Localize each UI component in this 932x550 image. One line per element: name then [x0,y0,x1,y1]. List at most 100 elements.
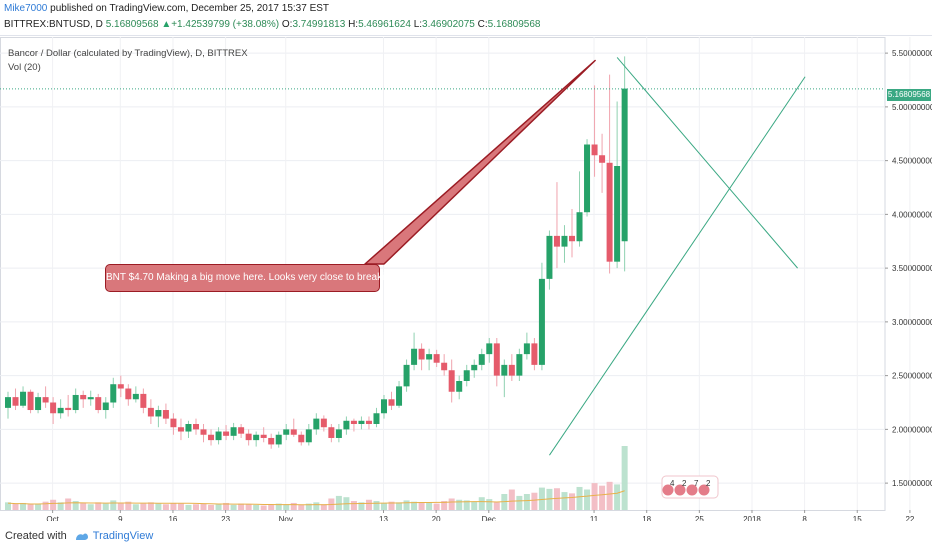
candle-body [57,407,64,414]
volume-bar [358,502,365,510]
volume-bar [411,501,418,510]
symbol-label: BITTREX:BNTUSD, D [4,19,103,30]
candle-body [200,429,207,435]
volume-bar [132,504,139,510]
volume-bar [523,494,530,510]
candle-body [177,427,184,432]
price-chart[interactable]: 1.50000000 2.00000000 2.50000000 3.00000000… [0,37,932,521]
candle-body [433,354,440,363]
volume-bar [486,499,493,510]
candle-body [260,434,267,438]
x-tick-label: Oct [46,515,59,521]
volume-bar [42,501,49,510]
candle-body [599,155,606,163]
candle-body [584,144,591,213]
volume-bar [478,497,485,510]
volume-bar [516,495,523,510]
ohlc-line: BITTREX:BNTUSD, D 5.16809568 ▲+1.4253979… [4,19,541,30]
volume-bar [531,492,538,510]
volume-bar [50,499,57,510]
author-link[interactable]: Mike7000 [4,3,48,14]
candle-body [305,429,312,443]
volume-ma-line [7,490,625,506]
y-tick-label: 1.50000000 [892,479,932,488]
volume-bar [441,501,448,510]
y-tick-label: 2.50000000 [892,372,932,381]
volume-bar [305,503,312,510]
volume-bar [253,504,260,510]
publish-line: Mike7000 published on TradingView.com, D… [4,3,329,14]
volume-bar [561,492,568,510]
volume-bar [170,502,177,510]
x-tick-label: 16 [168,515,177,521]
volume-bar [335,495,342,510]
close-value: 5.16809568 [487,19,541,30]
volume-bar [268,504,275,510]
volume-bar [208,504,215,510]
low-value: 3.46902075 [422,19,475,30]
candle-body [230,427,237,436]
annotation-callout[interactable]: BNT $4.70 Making a big move here. Looks … [105,264,415,292]
candle-body [245,433,252,441]
candle-body [140,393,147,408]
candle-body [110,384,117,403]
open-value: 3.74991813 [292,19,346,30]
volume-bar [200,503,207,510]
volume-bar [117,502,124,510]
volume-bar [65,498,72,510]
candle-body [486,343,493,355]
volume-bar [215,504,222,510]
candle-body [20,391,27,406]
candle-body [80,394,87,400]
candle-body [350,420,357,424]
volume-bar [80,502,87,510]
legend-title: Bancor / Dollar (calculated by TradingVi… [8,48,248,59]
candle-body [553,235,560,247]
candle-body [569,235,575,242]
x-tick-label: 18 [642,515,651,521]
candle-body [298,434,305,443]
x-tick-label: Dec [482,515,496,521]
candle-body [65,407,72,411]
footer: Created with TradingView [0,521,932,550]
volume-bar [471,501,478,510]
candle-body [155,410,162,417]
volume-bar [538,487,545,510]
event-badge-count: 2 [682,479,687,488]
low-label: L: [413,19,423,30]
volume-bar [599,485,606,510]
candle-body [95,397,102,411]
last-price-tag: 5.16809568 [887,89,931,101]
volume-bar [177,503,184,510]
plot-frame [0,37,886,511]
x-tick-label: Nov [279,515,293,521]
volume-bar [418,502,425,510]
candle-body [531,343,538,365]
candle-body [591,144,598,156]
change-value: +1.42539799 (+38.08%) [171,19,280,30]
candle-body [162,410,169,419]
event-badge-count: 4 [670,479,675,488]
candle-body [523,343,530,355]
volume-bar [350,501,357,510]
event-badge-dot [698,484,710,496]
candle-body [538,278,545,365]
volume-bar [320,504,327,510]
candle-body [253,434,260,441]
tradingview-brand-link[interactable]: TradingView [92,529,154,542]
volume-bar [147,502,154,510]
volume-bar [553,488,560,510]
candle-body [508,364,515,376]
candle-body [215,431,222,441]
volume-bar [110,500,117,510]
y-tick-label: 4.50000000 [892,157,932,166]
volume-bar [606,481,613,510]
candle-body [501,364,508,376]
event-badge-dot [686,484,698,496]
volume-bar [576,486,583,510]
candle-body [365,420,372,424]
volume-bar [125,501,132,510]
x-tick-label: 22 [905,515,914,521]
candle-body [403,364,410,387]
volume-bar [245,504,252,510]
